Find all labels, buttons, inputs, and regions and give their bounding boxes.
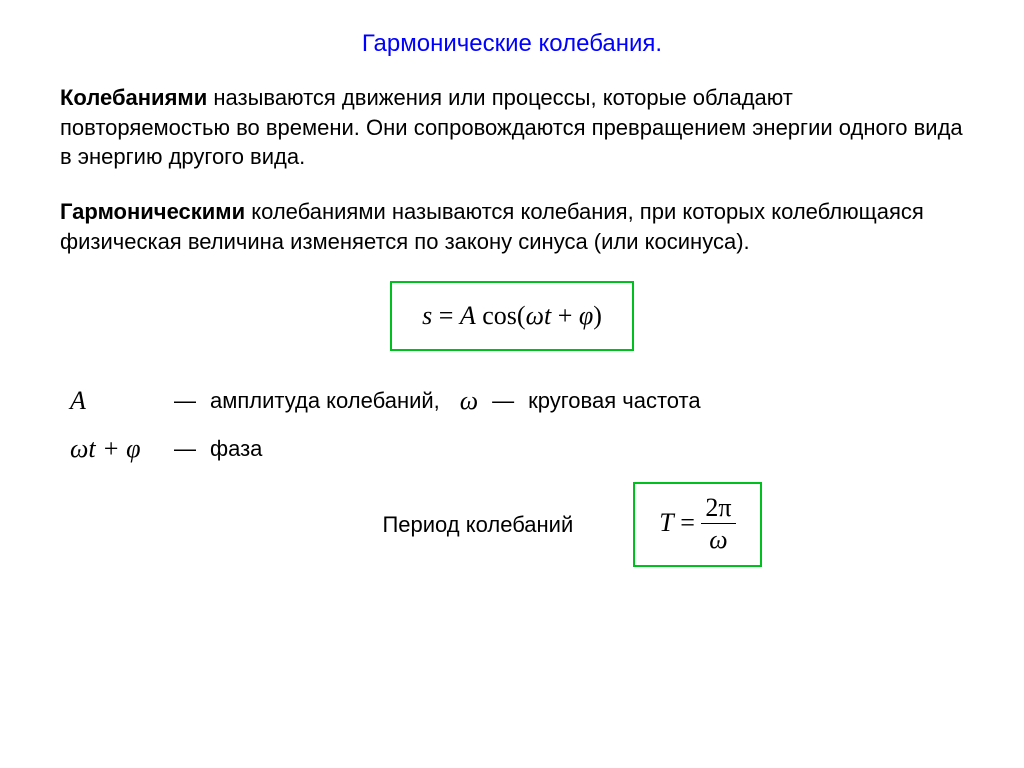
slide: Гармонические колебания. Колебаниями наз… bbox=[0, 0, 1024, 768]
main-formula-box: s = A cos(ωt + φ) bbox=[390, 281, 634, 351]
paragraph-oscillations: Колебаниями называются движения или проц… bbox=[60, 83, 964, 172]
page-title: Гармонические колебания. bbox=[60, 30, 964, 58]
symbol-omega: ω bbox=[460, 386, 478, 416]
period-formula-box: T = 2π ω bbox=[633, 482, 761, 567]
period-numerator: 2π bbox=[701, 494, 735, 524]
symbol-phase: ωt + φ bbox=[70, 434, 160, 464]
period-denominator: ω bbox=[701, 524, 735, 555]
symbol-A: A bbox=[70, 386, 160, 416]
dash-icon: — bbox=[174, 436, 196, 462]
period-label: Период колебаний bbox=[382, 512, 573, 538]
main-formula-wrap: s = A cos(ωt + φ) bbox=[60, 281, 964, 351]
paragraph-harmonic: Гармоническими колебаниями называются ко… bbox=[60, 197, 964, 256]
dash-icon: — bbox=[492, 388, 514, 414]
main-formula: s = A cos(ωt + φ) bbox=[422, 301, 602, 330]
dash-icon: — bbox=[174, 388, 196, 414]
def-line-amplitude-omega: A — амплитуда колебаний, ω — круговая ча… bbox=[70, 386, 964, 416]
term-harmonic: Гармоническими bbox=[60, 199, 245, 224]
def-amplitude: амплитуда колебаний, bbox=[210, 388, 440, 414]
symbol-definitions: A — амплитуда колебаний, ω — круговая ча… bbox=[70, 386, 964, 464]
def-phase: фаза bbox=[210, 436, 262, 462]
def-line-phase: ωt + φ — фаза bbox=[70, 434, 964, 464]
period-formula: T = 2π ω bbox=[659, 508, 735, 537]
def-omega: круговая частота bbox=[528, 388, 700, 414]
term-oscillations: Колебаниями bbox=[60, 85, 207, 110]
period-row: Период колебаний T = 2π ω bbox=[60, 482, 964, 567]
